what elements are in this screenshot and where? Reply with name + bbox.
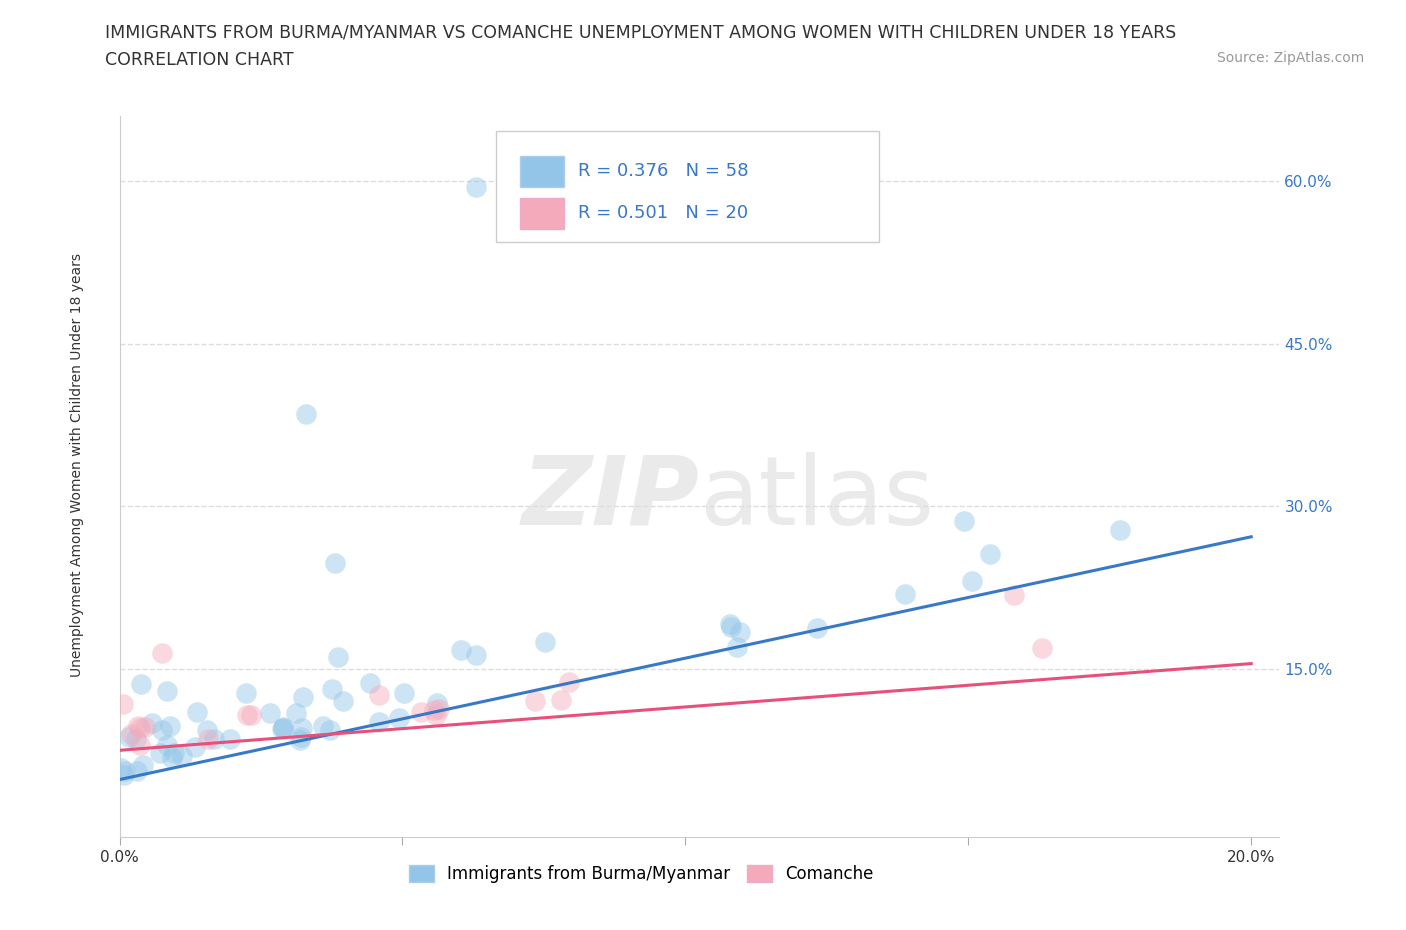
Point: [450, 643, 472, 658]
Point: [1002, 588, 1025, 603]
FancyBboxPatch shape: [496, 130, 879, 243]
Point: [425, 707, 447, 722]
Point: [150, 645, 173, 660]
Text: Unemployment Among Women with Children Under 18 years: Unemployment Among Women with Children U…: [70, 253, 84, 677]
Point: [183, 739, 205, 754]
Point: [236, 708, 259, 723]
Point: [271, 721, 294, 736]
Point: [239, 708, 262, 723]
Point: [360, 675, 382, 690]
Point: [291, 721, 314, 736]
Text: R = 0.501   N = 20: R = 0.501 N = 20: [578, 204, 748, 221]
Point: [718, 617, 741, 631]
Point: [894, 587, 917, 602]
Point: [159, 718, 181, 733]
Point: [141, 715, 163, 730]
Point: [219, 731, 242, 746]
Point: [112, 767, 135, 782]
Point: [129, 737, 152, 752]
Text: ZIP: ZIP: [522, 452, 700, 545]
Point: [235, 686, 257, 701]
Text: CORRELATION CHART: CORRELATION CHART: [105, 51, 294, 69]
Point: [321, 681, 343, 696]
Point: [271, 720, 294, 735]
Point: [129, 721, 152, 736]
Point: [368, 687, 391, 702]
Point: [319, 723, 342, 737]
Point: [156, 737, 179, 752]
Point: [155, 684, 177, 698]
Point: [111, 697, 134, 711]
Point: [550, 692, 572, 707]
Point: [125, 732, 148, 747]
Point: [806, 621, 828, 636]
Point: [271, 720, 294, 735]
Point: [134, 720, 156, 735]
Point: [367, 715, 389, 730]
Point: [118, 730, 141, 745]
Point: [979, 547, 1001, 562]
Point: [409, 705, 432, 720]
Point: [150, 722, 173, 737]
Point: [328, 649, 350, 664]
Point: [160, 751, 183, 765]
Point: [149, 745, 172, 760]
Point: [162, 746, 184, 761]
Point: [170, 748, 193, 763]
Point: [332, 694, 354, 709]
Point: [290, 732, 312, 747]
Point: [114, 764, 136, 778]
Point: [202, 732, 225, 747]
Point: [110, 761, 132, 776]
Point: [464, 648, 486, 663]
Point: [534, 634, 557, 649]
Point: [426, 696, 449, 711]
Point: [725, 640, 748, 655]
Text: R = 0.376   N = 58: R = 0.376 N = 58: [578, 162, 748, 179]
Point: [129, 677, 152, 692]
Point: [291, 689, 314, 704]
Point: [323, 555, 346, 570]
Point: [422, 703, 444, 718]
Point: [259, 706, 281, 721]
Point: [284, 705, 307, 720]
Point: [558, 675, 581, 690]
FancyBboxPatch shape: [520, 156, 564, 187]
Point: [523, 693, 546, 708]
Point: [1109, 522, 1132, 537]
Point: [1031, 641, 1053, 656]
Point: [195, 723, 218, 737]
Point: [290, 729, 312, 744]
Point: [295, 406, 318, 421]
Point: [388, 711, 411, 725]
Point: [960, 574, 983, 589]
Text: Source: ZipAtlas.com: Source: ZipAtlas.com: [1216, 51, 1364, 65]
Point: [312, 719, 335, 734]
Point: [131, 757, 153, 772]
Point: [127, 718, 149, 733]
Point: [429, 701, 451, 716]
Point: [720, 619, 742, 634]
Point: [728, 624, 751, 639]
Point: [953, 513, 976, 528]
Point: [465, 179, 488, 194]
FancyBboxPatch shape: [520, 198, 564, 229]
Point: [392, 685, 415, 700]
Point: [186, 704, 208, 719]
Point: [120, 727, 142, 742]
Text: atlas: atlas: [700, 452, 935, 545]
Point: [197, 731, 219, 746]
Point: [127, 764, 149, 778]
Text: IMMIGRANTS FROM BURMA/MYANMAR VS COMANCHE UNEMPLOYMENT AMONG WOMEN WITH CHILDREN: IMMIGRANTS FROM BURMA/MYANMAR VS COMANCH…: [105, 23, 1177, 41]
Legend: Immigrants from Burma/Myanmar, Comanche: Immigrants from Burma/Myanmar, Comanche: [402, 858, 880, 890]
